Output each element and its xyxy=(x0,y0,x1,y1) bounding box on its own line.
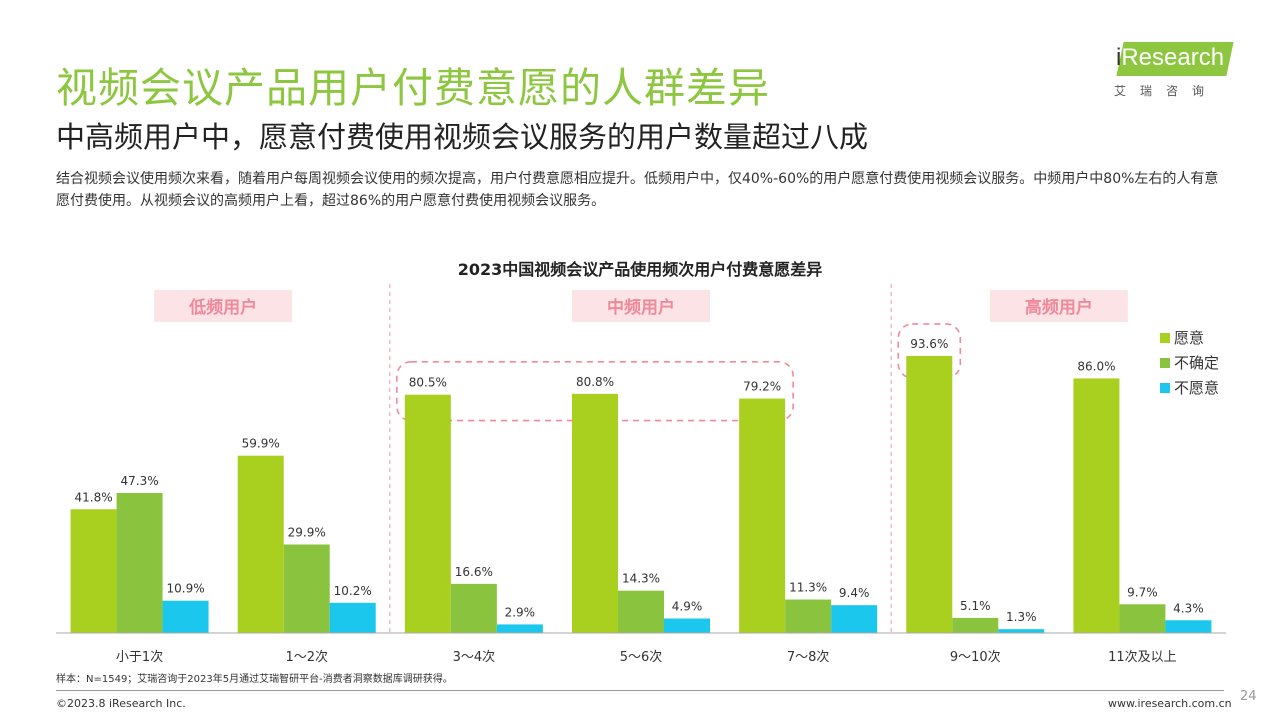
bar-2-0 xyxy=(162,600,209,633)
x-axis: 小于1次 1～2次 3～4次 5～6次 7～8次 9～10次 11次及以上 xyxy=(56,632,1226,665)
bar-0-1 xyxy=(237,455,284,633)
value-label-1-1: 29.9% xyxy=(288,525,326,539)
bar-1-6 xyxy=(1119,604,1166,633)
bar-0-3 xyxy=(572,393,618,633)
copyright: ©2023.8 iResearch Inc. xyxy=(56,697,186,710)
group-header-bg-0 xyxy=(154,290,293,322)
x-tick-label-0: 小于1次 xyxy=(116,649,163,665)
value-label-2-0: 10.9% xyxy=(167,582,205,596)
bars xyxy=(70,355,1212,633)
bar-1-3 xyxy=(618,590,664,633)
bar-2-6 xyxy=(1165,620,1212,633)
value-label-0-0: 41.8% xyxy=(75,490,113,504)
bar-0-6 xyxy=(1073,378,1120,633)
x-tick-label-4: 7～8次 xyxy=(787,649,830,665)
group-header-bg-2 xyxy=(989,290,1128,322)
value-label-0-1: 59.9% xyxy=(242,437,280,451)
sample-note: 样本：N=1549；艾瑞咨询于2023年5月通过艾瑞智研平台-消费者洞察数据库调… xyxy=(56,674,453,685)
bar-2-2 xyxy=(496,624,543,633)
bar-1-0 xyxy=(116,492,163,633)
legend-swatch-1 xyxy=(1160,358,1170,368)
group-headers: 低频用户 中频用户 高频用户 xyxy=(154,284,1128,633)
bar-1-4 xyxy=(785,599,832,633)
page-subtitle: 中高频用户中，愿意付费使用视频会议服务的用户数量超过八成 xyxy=(56,120,869,154)
value-label-1-4: 11.3% xyxy=(789,581,827,595)
x-tick-label-6: 11次及以上 xyxy=(1108,649,1177,665)
bar-0-2 xyxy=(404,394,451,633)
x-tick-label-2: 3～4次 xyxy=(453,649,496,665)
value-labels: 41.8% 59.9% 80.5% 80.8% 79.2% 93.6% 86.0% 47.3%… xyxy=(75,337,1204,624)
logo-wordmark: iResearch xyxy=(1116,44,1224,72)
group-header-label-0: 低频用户 xyxy=(188,297,257,318)
page-title: 视频会议产品用户付费意愿的人群差异 xyxy=(56,64,770,112)
value-label-2-1: 10.2% xyxy=(334,584,372,598)
logo-word: Research xyxy=(1121,44,1225,71)
legend-label-1: 不确定 xyxy=(1174,354,1219,372)
value-label-0-2: 80.5% xyxy=(409,376,447,390)
x-tick-label-3: 5～6次 xyxy=(620,649,663,665)
group-header-label-1: 中频用户 xyxy=(607,297,675,318)
bar-1-5 xyxy=(952,617,999,633)
legend-swatch-2 xyxy=(1160,383,1170,393)
value-label-2-5: 1.3% xyxy=(1006,610,1037,624)
value-label-1-0: 47.3% xyxy=(121,474,159,488)
bar-0-0 xyxy=(70,509,117,633)
value-label-2-3: 4.9% xyxy=(672,599,703,613)
bar-0-5 xyxy=(906,355,953,633)
bar-1-2 xyxy=(450,583,497,633)
x-tick-label-1: 1～2次 xyxy=(285,649,328,665)
x-tick-label-5: 9～10次 xyxy=(950,649,1001,665)
website: www.iresearch.com.cn xyxy=(1108,697,1232,710)
value-label-0-5: 93.6% xyxy=(910,337,948,351)
bar-0-4 xyxy=(739,398,786,633)
highlight-box-0 xyxy=(396,361,794,422)
page-description: 结合视频会议使用频次来看，随着用户每周视频会议使用的频次提高，用户付费意愿相应提… xyxy=(56,171,1219,209)
bar-2-5 xyxy=(998,629,1045,633)
value-label-1-6: 9.7% xyxy=(1127,585,1158,599)
group-header-label-2: 高频用户 xyxy=(1025,297,1093,318)
bar-2-4 xyxy=(831,605,878,633)
value-label-2-4: 9.4% xyxy=(839,586,870,600)
value-label-1-3: 14.3% xyxy=(622,572,660,586)
value-label-1-5: 5.1% xyxy=(960,599,991,613)
bar-2-3 xyxy=(664,618,710,633)
value-label-0-3: 80.8% xyxy=(576,375,614,389)
legend-swatch-0 xyxy=(1160,333,1170,343)
logo-letter-i: i xyxy=(1116,44,1122,71)
bar-1-1 xyxy=(283,544,330,633)
legend-label-0: 愿意 xyxy=(1174,329,1204,347)
value-label-1-2: 16.6% xyxy=(455,565,493,579)
value-label-2-6: 4.3% xyxy=(1173,601,1204,615)
value-label-0-4: 79.2% xyxy=(743,380,781,394)
logo-chinese-name: 艾瑞咨询 xyxy=(1114,84,1219,98)
footer-divider xyxy=(56,690,1224,691)
page-number: 24 xyxy=(1240,689,1257,704)
iresearch-logo: iResearch 艾瑞咨询 xyxy=(1112,42,1234,98)
group-header-bg-1 xyxy=(572,290,710,322)
value-label-0-6: 86.0% xyxy=(1077,359,1115,373)
value-label-2-2: 2.9% xyxy=(505,605,536,619)
highlight-box-1 xyxy=(897,323,962,379)
legend-label-2: 不愿意 xyxy=(1174,379,1219,397)
chart-title: 2023中国视频会议产品使用频次用户付费意愿差异 xyxy=(458,260,823,279)
bar-2-1 xyxy=(329,602,376,633)
